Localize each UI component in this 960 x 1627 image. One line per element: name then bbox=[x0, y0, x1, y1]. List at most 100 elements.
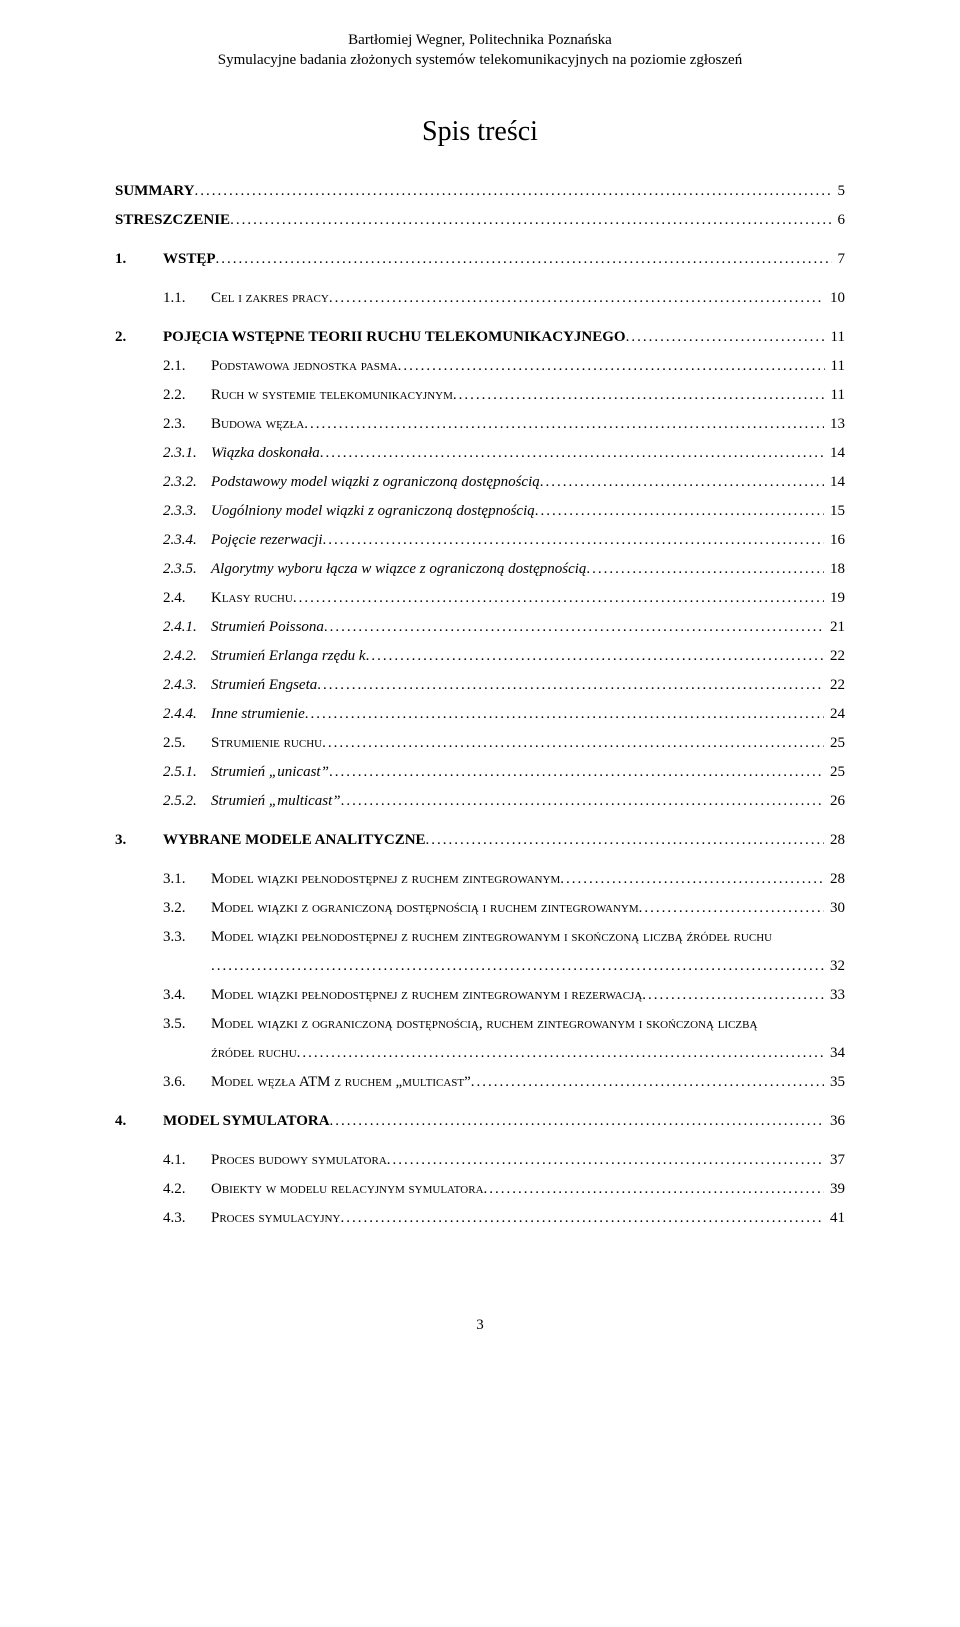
toc-entry-number: 2.5.2. bbox=[163, 793, 211, 810]
toc-entry-label: Budowa węzła bbox=[211, 416, 304, 433]
toc-entry: 1.1.Cel i zakres pracy10 bbox=[163, 290, 845, 307]
toc-entry-page: 28 bbox=[824, 871, 845, 888]
toc-entry-label: Model wiązki pełnodostępnej z ruchem zin… bbox=[211, 871, 560, 888]
toc-leader-dots bbox=[323, 532, 825, 549]
toc-entry-label: Model węzła ATM z ruchem „multicast” bbox=[211, 1074, 471, 1091]
toc-entry-number: 2.1. bbox=[163, 358, 211, 375]
toc-entry: 2.3.4.Pojęcie rezerwacji16 bbox=[163, 532, 845, 549]
toc-entry-number: 2.3.3. bbox=[163, 503, 211, 520]
toc-entry-number: 2.5. bbox=[163, 735, 211, 752]
toc-entry-number: 2.3.1. bbox=[163, 445, 211, 462]
toc-entry-label: POJĘCIA WSTĘPNE TEORII RUCHU TELEKOMUNIK… bbox=[163, 329, 626, 346]
toc-entry-page: 35 bbox=[824, 1074, 845, 1091]
toc-entry: 2.3.1.Wiązka doskonała14 bbox=[163, 445, 845, 462]
toc-leader-dots bbox=[586, 561, 824, 578]
toc-entry-page: 30 bbox=[824, 900, 845, 917]
toc-entry-page: 37 bbox=[824, 1152, 845, 1169]
toc-leader-dots bbox=[642, 987, 824, 1004]
toc-entry-label: Strumień Poissona bbox=[211, 619, 324, 636]
toc-leader-dots bbox=[340, 1210, 824, 1227]
toc-leader-dots bbox=[387, 1152, 824, 1169]
toc-entry: 2.POJĘCIA WSTĘPNE TEORII RUCHU TELEKOMUN… bbox=[115, 329, 845, 346]
toc-entry: 3.1.Model wiązki pełnodostępnej z ruchem… bbox=[163, 871, 845, 888]
toc-entry-number: 3.5. bbox=[163, 1016, 211, 1033]
toc-entry-number: 3.1. bbox=[163, 871, 211, 888]
toc-entry-number: 2.4.2. bbox=[163, 648, 211, 665]
toc-entry: 3.3.Model wiązki pełnodostępnej z ruchem… bbox=[163, 929, 845, 946]
toc-entry-page: 22 bbox=[824, 677, 845, 694]
toc-entry-label: Podstawowa jednostka pasma bbox=[211, 358, 398, 375]
toc-leader-dots bbox=[341, 793, 824, 810]
toc-entry: 2.3.3.Uogólniony model wiązki z ogranicz… bbox=[163, 503, 845, 520]
toc-entry-label: Obiekty w modelu relacyjnym symulatora bbox=[211, 1181, 484, 1198]
toc-entry-label: Wiązka doskonała bbox=[211, 445, 320, 462]
document-page: Bartłomiej Wegner, Politechnika Poznańsk… bbox=[0, 0, 960, 1379]
toc-entry-label: Strumienie ruchu bbox=[211, 735, 322, 752]
toc-entry-label: Podstawowy model wiązki z ograniczoną do… bbox=[211, 474, 540, 491]
toc-entry-number: 2. bbox=[115, 329, 163, 346]
toc-entry: 4.2.Obiekty w modelu relacyjnym symulato… bbox=[163, 1181, 845, 1198]
toc-entry-label: Inne strumienie bbox=[211, 706, 305, 723]
toc-entry-label: Strumień Erlanga rzędu k bbox=[211, 648, 366, 665]
toc-leader-dots bbox=[426, 832, 824, 849]
toc-entry-page: 36 bbox=[824, 1113, 845, 1130]
toc-leader-dots bbox=[320, 445, 824, 462]
toc-leader-dots bbox=[194, 183, 831, 200]
toc-entry-number: 4. bbox=[115, 1113, 163, 1130]
toc-entry-page: 22 bbox=[824, 648, 845, 665]
toc-leader-dots bbox=[639, 900, 824, 917]
toc-entry-label: Model wiązki pełnodostępnej z ruchem zin… bbox=[211, 929, 772, 946]
toc-entry-label: Algorytmy wyboru łącza w wiązce z ograni… bbox=[211, 561, 586, 578]
toc-entry-label: STRESZCZENIE bbox=[115, 212, 230, 229]
toc-leader-dots bbox=[366, 648, 824, 665]
toc-entry-number: 1.1. bbox=[163, 290, 211, 307]
toc-entry-number: 2.5.1. bbox=[163, 764, 211, 781]
toc-leader-dots bbox=[626, 329, 825, 346]
toc-entry-label: SUMMARY bbox=[115, 183, 194, 200]
toc-entry-page: 7 bbox=[832, 251, 846, 268]
toc-entry-page: 11 bbox=[825, 358, 845, 375]
toc-entry: 2.4.3.Strumień Engseta22 bbox=[163, 677, 845, 694]
toc-leader-dots bbox=[560, 871, 824, 888]
toc-entry: 3.2.Model wiązki z ograniczoną dostępnoś… bbox=[163, 900, 845, 917]
toc-entry-number: 2.4.1. bbox=[163, 619, 211, 636]
toc-leader-dots bbox=[317, 677, 824, 694]
toc-entry-number: 2.4.4. bbox=[163, 706, 211, 723]
toc-entry: SUMMARY 5 bbox=[115, 183, 845, 200]
toc-list: SUMMARY 5 STRESZCZENIE 6 1.WSTĘP7 1.1.Cel i z… bbox=[115, 183, 845, 1227]
toc-leader-dots bbox=[230, 212, 831, 229]
toc-entry-label: Proces symulacyjny bbox=[211, 1210, 340, 1227]
toc-entry-label: Strumień „multicast” bbox=[211, 793, 341, 810]
toc-entry-number: 2.3.2. bbox=[163, 474, 211, 491]
toc-entry-label: MODEL SYMULATORA bbox=[163, 1113, 330, 1130]
toc-entry: 2.3.2.Podstawowy model wiązki z ogranicz… bbox=[163, 474, 845, 491]
toc-title: Spis treści bbox=[115, 116, 845, 148]
toc-entry-number: 3.2. bbox=[163, 900, 211, 917]
toc-entry-number: 2.4. bbox=[163, 590, 211, 607]
toc-entry: 1.WSTĘP7 bbox=[115, 251, 845, 268]
toc-leader-dots bbox=[398, 358, 825, 375]
toc-entry: 2.4.Klasy ruchu19 bbox=[163, 590, 845, 607]
toc-leader-dots bbox=[329, 764, 824, 781]
toc-entry: 3.5.Model wiązki z ograniczoną dostępnoś… bbox=[163, 1016, 845, 1033]
toc-entry-label: Model wiązki z ograniczoną dostępnością,… bbox=[211, 1016, 757, 1033]
header-author: Bartłomiej Wegner, Politechnika Poznańsk… bbox=[115, 30, 845, 50]
toc-entry-number: 2.3. bbox=[163, 416, 211, 433]
toc-entry: 2.5.1.Strumień „unicast”25 bbox=[163, 764, 845, 781]
toc-entry-page: 24 bbox=[824, 706, 845, 723]
toc-entry: 3.4.Model wiązki pełnodostępnej z ruchem… bbox=[163, 987, 845, 1004]
toc-entry: STRESZCZENIE 6 bbox=[115, 212, 845, 229]
toc-entry-page: 11 bbox=[825, 329, 845, 346]
toc-entry-label: Cel i zakres pracy bbox=[211, 290, 329, 307]
toc-entry-page: 5 bbox=[832, 183, 846, 200]
toc-entry-label: Ruch w systemie telekomunikacyjnym bbox=[211, 387, 453, 404]
toc-entry-page: 6 bbox=[832, 212, 846, 229]
toc-leader-dots bbox=[305, 706, 824, 723]
toc-entry-number: 3.4. bbox=[163, 987, 211, 1004]
toc-leader-dots bbox=[304, 416, 824, 433]
toc-entry-number: 4.3. bbox=[163, 1210, 211, 1227]
toc-entry-page: 41 bbox=[824, 1210, 845, 1227]
toc-entry-continuation: źródeł ruchu34 bbox=[211, 1045, 845, 1062]
toc-leader-dots bbox=[535, 503, 824, 520]
toc-entry-number: 2.3.4. bbox=[163, 532, 211, 549]
